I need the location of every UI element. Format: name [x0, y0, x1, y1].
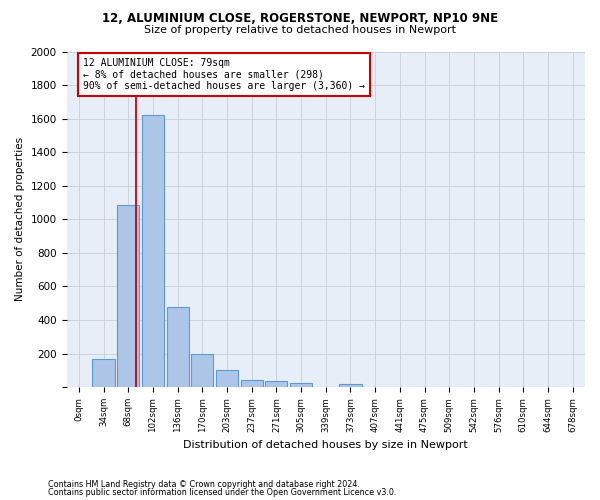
Bar: [117, 205, 139, 387]
Text: 12, ALUMINIUM CLOSE, ROGERSTONE, NEWPORT, NP10 9NE: 12, ALUMINIUM CLOSE, ROGERSTONE, NEWPORT…: [102, 12, 498, 26]
Bar: [191, 354, 214, 387]
Text: 12 ALUMINIUM CLOSE: 79sqm
← 8% of detached houses are smaller (298)
90% of semi-: 12 ALUMINIUM CLOSE: 79sqm ← 8% of detach…: [83, 58, 365, 92]
Bar: [216, 370, 238, 387]
Text: Contains HM Land Registry data © Crown copyright and database right 2024.: Contains HM Land Registry data © Crown c…: [48, 480, 360, 489]
Bar: [340, 384, 362, 387]
Text: Size of property relative to detached houses in Newport: Size of property relative to detached ho…: [144, 25, 456, 35]
Bar: [241, 380, 263, 387]
Text: Contains public sector information licensed under the Open Government Licence v3: Contains public sector information licen…: [48, 488, 397, 497]
Bar: [167, 306, 189, 387]
Bar: [265, 381, 287, 387]
Bar: [92, 360, 115, 387]
Bar: [290, 384, 312, 387]
X-axis label: Distribution of detached houses by size in Newport: Distribution of detached houses by size …: [184, 440, 468, 450]
Bar: [142, 116, 164, 387]
Y-axis label: Number of detached properties: Number of detached properties: [15, 137, 25, 302]
